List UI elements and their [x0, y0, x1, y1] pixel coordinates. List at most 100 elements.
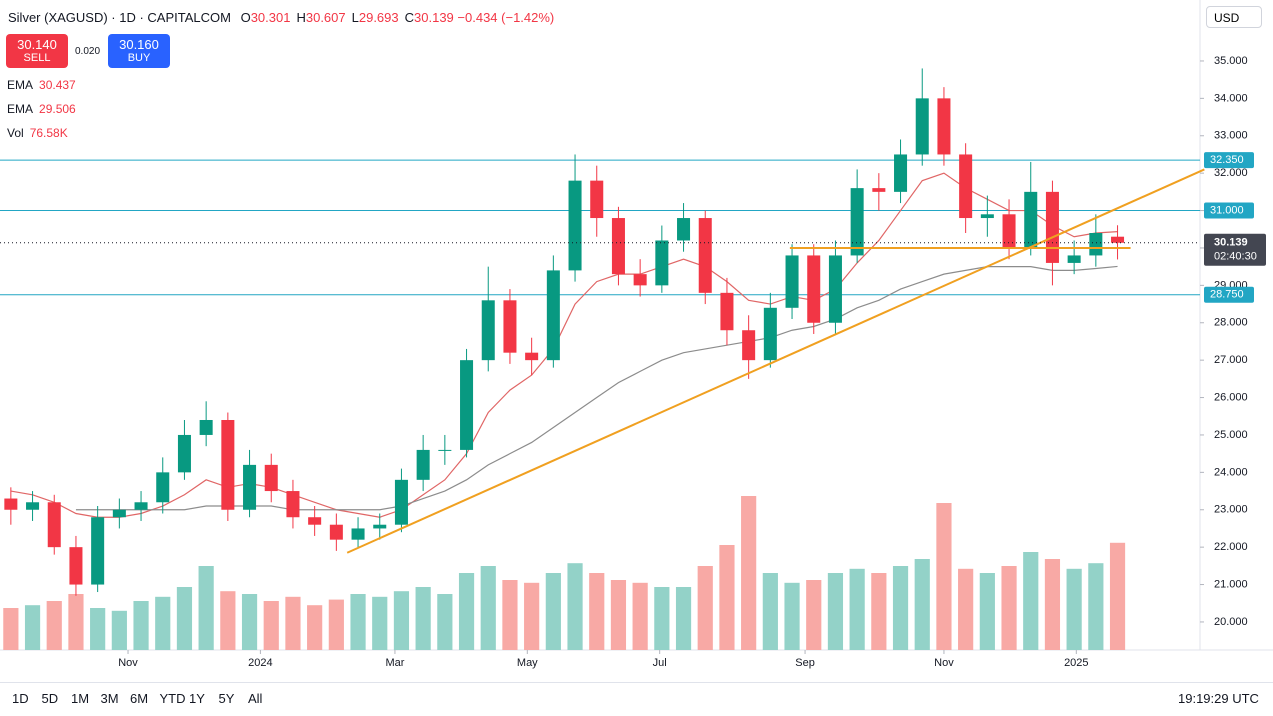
volume-bar [806, 580, 822, 650]
candle-body [698, 218, 712, 293]
buy-label: BUY [127, 52, 151, 64]
volume-bar [46, 601, 62, 650]
volume-bar [871, 573, 887, 650]
candle-body [243, 464, 257, 510]
y-tick-label: 33.000 [1214, 130, 1248, 142]
candle-body [763, 307, 777, 361]
candle-body [850, 188, 864, 256]
volume-bar [285, 596, 301, 650]
ohlc-key: L [351, 10, 359, 25]
candle-body [373, 524, 387, 529]
volume-bar [589, 573, 605, 650]
y-tick-label: 32.000 [1214, 167, 1248, 179]
sell-button[interactable]: 30.140 SELL [6, 34, 68, 68]
indicator-value: 30.437 [39, 78, 76, 92]
symbol: Silver (XAGUSD) · 1D · CAPITALCOM [8, 10, 231, 25]
candle-body [1002, 214, 1016, 248]
x-tick-label: 2025 [1064, 657, 1088, 669]
volume-bar [393, 591, 410, 650]
volume-bar [3, 608, 19, 650]
candle-body [915, 98, 929, 155]
candle-body [568, 180, 582, 271]
volume-bar [784, 582, 800, 650]
level-label: 28.750 [1210, 289, 1244, 301]
x-tick-label: Mar [385, 657, 404, 669]
candle-body [655, 240, 669, 286]
volume-bar [1088, 563, 1104, 650]
buy-button[interactable]: 30.160 BUY [108, 34, 170, 68]
volume-bar [979, 573, 995, 650]
ohlc-key: H [296, 10, 306, 25]
currency-button[interactable]: USD [1206, 6, 1262, 28]
volume-bar [762, 573, 778, 650]
volume-bar [1001, 566, 1017, 650]
candle-body [1067, 255, 1081, 263]
candle-body [481, 300, 495, 361]
range-button[interactable]: 1M [71, 691, 90, 706]
candle-body [134, 502, 148, 510]
candle-body [264, 464, 278, 492]
level-tag [1204, 202, 1254, 219]
candle-body [590, 180, 604, 219]
y-tick-label: 20.000 [1214, 616, 1248, 628]
range-button[interactable]: All [248, 691, 263, 706]
range-button[interactable]: 1Y [189, 691, 205, 706]
volume-bar [437, 594, 453, 650]
ohlc-value: 30.301 [250, 10, 291, 25]
last-price-tag [1204, 233, 1266, 266]
volume-bar [632, 582, 648, 650]
volume-bar [1066, 568, 1082, 650]
candle-body [4, 498, 18, 510]
symbol-header: Silver (XAGUSD) · 1D · CAPITALCOM O30.30… [8, 10, 554, 25]
candle-body [828, 255, 842, 323]
ohlc-value: 30.607 [305, 10, 346, 25]
range-button[interactable]: 3M [100, 691, 119, 706]
volume-bar [176, 587, 193, 650]
y-tick-label: 24.000 [1214, 466, 1248, 478]
candle-body [286, 491, 300, 518]
level-tag [1204, 152, 1254, 169]
ohlc-value: 30.139 [414, 10, 454, 25]
volume-bar [90, 608, 106, 650]
range-button[interactable]: 1D [12, 691, 29, 706]
candle-body [438, 449, 452, 451]
candle-body [720, 292, 734, 331]
candle-body [785, 255, 799, 308]
volume-bar [241, 594, 258, 650]
indicator-name: EMA [7, 78, 34, 92]
candle-body [894, 154, 908, 192]
level-label: 31.000 [1210, 204, 1244, 216]
y-tick-label: 35.000 [1214, 55, 1248, 67]
volume-bar [697, 566, 713, 650]
volume-bar [524, 582, 540, 650]
ohlc-key: C [404, 10, 415, 25]
candle-body [199, 419, 213, 435]
candle-body [546, 270, 560, 361]
candle-body [807, 255, 821, 323]
volume-bar [372, 596, 388, 650]
range-button[interactable]: 5D [41, 691, 59, 706]
x-tick-label: Jul [653, 657, 667, 669]
range-button[interactable]: YTD [159, 691, 186, 706]
y-tick-label: 27.000 [1214, 354, 1248, 366]
range-button[interactable]: 6M [130, 691, 149, 706]
volume-bar [1109, 542, 1126, 650]
change: −0.434 (−1.42%) [457, 10, 555, 25]
candle-body [221, 419, 235, 510]
candle-body [351, 528, 365, 540]
volume-bar [502, 580, 518, 650]
candle-body [329, 524, 343, 540]
volume-bar [1023, 552, 1039, 650]
range-button[interactable]: 5Y [218, 691, 235, 706]
volume-bar [741, 496, 757, 650]
volume-bar [936, 503, 952, 650]
volume-bar [415, 587, 431, 650]
sell-label: SELL [23, 52, 51, 64]
x-tick-label: May [517, 657, 538, 669]
volume-bar [827, 573, 844, 650]
spread: 0.020 [75, 46, 101, 57]
volume-bar [155, 596, 171, 650]
candle-body [1024, 191, 1038, 248]
clock: 19:19:29 UTC [1178, 691, 1259, 706]
